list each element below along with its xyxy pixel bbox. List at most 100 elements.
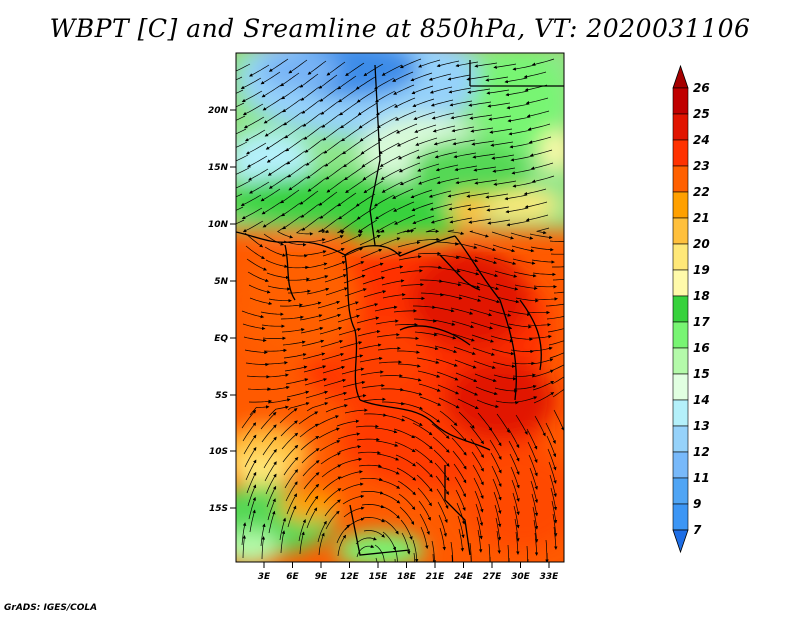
streamline (491, 231, 514, 240)
streamline (262, 214, 283, 228)
streamline (471, 451, 484, 472)
streamline (439, 410, 458, 427)
colorbar-label: 13 (693, 419, 710, 433)
streamline (337, 432, 361, 440)
streamline (241, 409, 256, 429)
streamline (337, 75, 357, 90)
streamline (527, 123, 551, 131)
streamline (506, 220, 530, 227)
streamline (249, 405, 270, 416)
streamline (322, 365, 346, 374)
streamline (414, 331, 438, 337)
streamline (469, 114, 493, 120)
streamline (413, 318, 437, 323)
streamline (358, 343, 382, 350)
streamline (355, 424, 379, 429)
streamline (489, 556, 491, 562)
streamline (433, 138, 457, 146)
streamline (380, 265, 404, 273)
streamline (282, 98, 302, 113)
streamline (527, 323, 551, 327)
streamline (265, 259, 288, 268)
streamline (433, 332, 457, 340)
streamline (514, 384, 537, 390)
streamline (380, 168, 402, 180)
streamline (240, 77, 262, 89)
streamline (419, 396, 442, 406)
streamline (285, 265, 309, 270)
streamline (414, 448, 433, 464)
streamline (284, 253, 308, 258)
streamline (416, 237, 440, 242)
streamline (431, 540, 437, 562)
streamline (248, 399, 272, 404)
streamline (344, 408, 368, 414)
streamline (340, 354, 364, 362)
streamline (432, 436, 450, 453)
streamline (236, 154, 249, 162)
streamline (260, 188, 281, 202)
streamline (318, 427, 340, 439)
streamline (455, 61, 479, 68)
streamline (470, 438, 484, 458)
streamline (283, 240, 307, 247)
streamline (280, 189, 300, 204)
streamline (492, 478, 502, 501)
colorbar-swatch (672, 451, 689, 479)
streamline (242, 220, 264, 233)
streamline (319, 440, 341, 452)
streamline (492, 167, 516, 173)
streamline (477, 529, 483, 553)
streamline (455, 372, 478, 383)
streamline (304, 378, 328, 386)
streamline (449, 217, 473, 224)
streamline (534, 415, 546, 437)
lat-tick-label: 10S (209, 447, 228, 457)
streamline (359, 477, 383, 482)
streamline (301, 339, 325, 347)
streamline (323, 378, 347, 387)
streamline (415, 137, 438, 146)
streamline (345, 62, 365, 77)
streamline (287, 505, 297, 528)
streamline (374, 77, 395, 90)
streamline (529, 233, 553, 240)
streamline (514, 284, 538, 290)
colorbar-label: 22 (693, 185, 710, 199)
streamline (268, 298, 292, 303)
colorbar-swatch (672, 399, 689, 427)
streamline (287, 163, 307, 178)
streamline (412, 98, 435, 108)
streamline (360, 141, 381, 155)
streamline (474, 179, 498, 185)
lat-tick-label: 20N (208, 106, 229, 116)
streamline (280, 420, 298, 437)
streamline (434, 151, 458, 159)
lon-tick-label: 12E (340, 572, 360, 582)
streamline (398, 493, 416, 511)
streamline (340, 114, 360, 129)
streamline (432, 553, 434, 562)
streamline (245, 362, 269, 367)
streamline (452, 450, 467, 470)
streamline (339, 101, 359, 116)
streamline (305, 275, 329, 282)
streamline (381, 279, 405, 286)
streamline (493, 257, 517, 265)
streamline (397, 363, 421, 368)
streamline (303, 472, 320, 490)
streamline (506, 103, 530, 110)
streamline (356, 206, 377, 220)
streamline (496, 530, 501, 554)
streamline (526, 428, 538, 450)
streamline (355, 537, 377, 545)
streamline (266, 485, 277, 508)
streamline (471, 334, 494, 343)
streamline (428, 190, 452, 198)
streamline (282, 444, 299, 463)
streamline (374, 305, 398, 312)
streamline (492, 244, 516, 253)
streamline (475, 503, 484, 527)
streamline (534, 297, 558, 301)
